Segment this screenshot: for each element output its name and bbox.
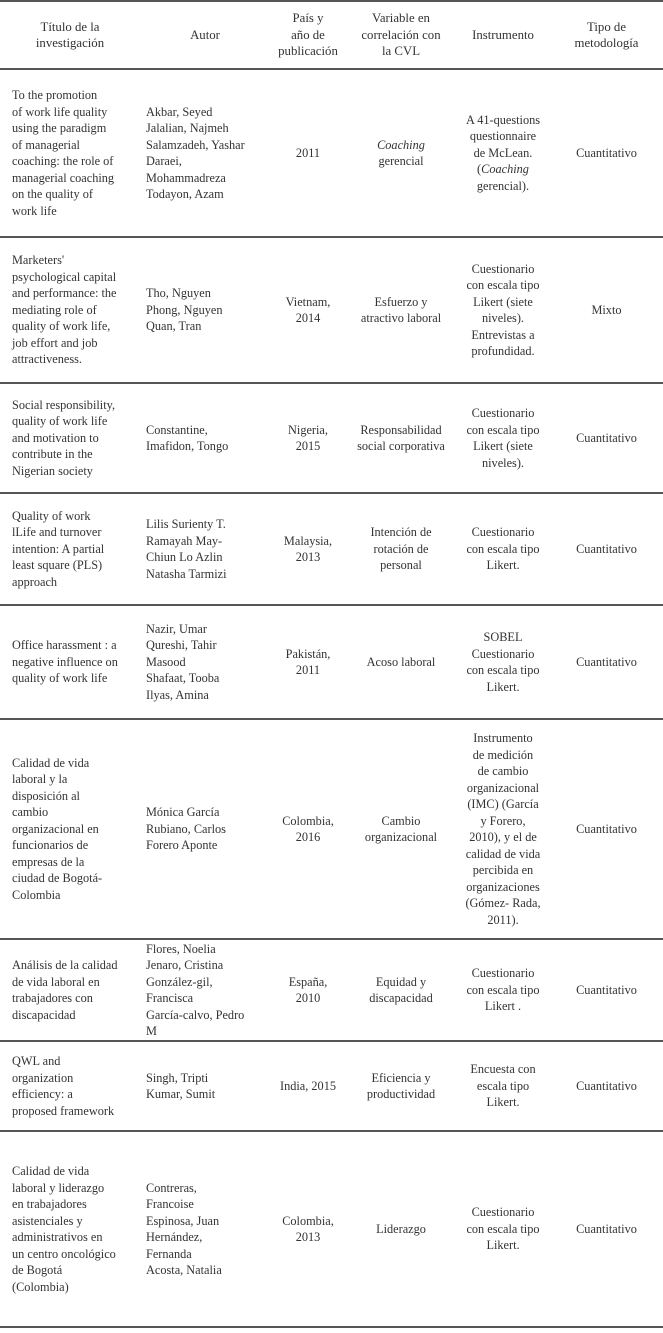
cell-title: To the promotion of work life quality us… <box>0 69 140 238</box>
header-methodology: Tipo de metodología <box>550 0 663 70</box>
cell-country-year: Colombia, 2016 <box>270 719 346 940</box>
cell-instrument: Cuestionario con escala tipo Likert . <box>456 939 550 1042</box>
cell-variable: Eficiencia y productividad <box>346 1041 456 1132</box>
cell-variable: Intención de rotación de personal <box>346 493 456 606</box>
cell-country-year: Pakistán, 2011 <box>270 605 346 720</box>
cell-country-year: Colombia, 2013 <box>270 1131 346 1328</box>
cell-author: Mónica García Rubiano, Carlos Forero Apo… <box>140 719 270 940</box>
cell-title: Análisis de la calidad de vida laboral e… <box>0 939 140 1042</box>
cell-methodology: Cuantitativo <box>550 493 663 606</box>
cell-author: Flores, Noelia Jenaro, Cristina González… <box>140 939 270 1042</box>
cell-country-year: 2011 <box>270 69 346 238</box>
cell-author: Singh, Tripti Kumar, Sumit <box>140 1041 270 1132</box>
cell-methodology: Mixto <box>550 237 663 384</box>
cell-country-year: Nigeria, 2015 <box>270 383 346 494</box>
cell-instrument: Cuestionario con escala tipo Likert (sie… <box>456 383 550 494</box>
cell-methodology: Cuantitativo <box>550 719 663 940</box>
cell-author: Lilis Surienty T. Ramayah May- Chiun Lo … <box>140 493 270 606</box>
cell-instrument: Cuestionario con escala tipo Likert (sie… <box>456 237 550 384</box>
cell-variable: Liderazgo <box>346 1131 456 1328</box>
cell-variable: Esfuerzo y atractivo laboral <box>346 237 456 384</box>
cell-title: Calidad de vida laboral y la disposición… <box>0 719 140 940</box>
table-row: Análisis de la calidad de vida laboral e… <box>0 939 663 1042</box>
cell-methodology: Cuantitativo <box>550 939 663 1042</box>
table-row: Marketers' psychological capital and per… <box>0 237 663 384</box>
instrument-italic: Coaching <box>481 162 529 177</box>
cell-instrument: SOBEL Cuestionario con escala tipo Liker… <box>456 605 550 720</box>
cell-title: Social responsibility, quality of work l… <box>0 383 140 494</box>
header-variable: Variable en correlación con la CVL <box>346 0 456 70</box>
cell-author: Constantine, Imafidon, Tongo <box>140 383 270 494</box>
cell-variable: Equidad y discapacidad <box>346 939 456 1042</box>
cell-title: Calidad de vida laboral y liderazgo en t… <box>0 1131 140 1328</box>
table-row: Social responsibility, quality of work l… <box>0 383 663 494</box>
cell-variable: Responsabilidad social corporativa <box>346 383 456 494</box>
cell-methodology: Cuantitativo <box>550 69 663 238</box>
cell-instrument: A 41-questions questionnaire de McLean. … <box>456 69 550 238</box>
cell-author: Tho, Nguyen Phong, Nguyen Quan, Tran <box>140 237 270 384</box>
cell-country-year: Malaysia, 2013 <box>270 493 346 606</box>
cell-title: Marketers' psychological capital and per… <box>0 237 140 384</box>
cell-country-year: India, 2015 <box>270 1041 346 1132</box>
cell-methodology: Cuantitativo <box>550 383 663 494</box>
cell-variable: Acoso laboral <box>346 605 456 720</box>
table-row: Office harassment : a negative influence… <box>0 605 663 720</box>
instrument-text-end: gerencial). <box>476 178 530 193</box>
cell-title: QWL and organization efficiency: a propo… <box>0 1041 140 1132</box>
variable-italic: Coaching <box>377 137 425 152</box>
table-row: To the promotion of work life quality us… <box>0 69 663 238</box>
cell-instrument: Cuestionario con escala tipo Likert. <box>456 493 550 606</box>
header-title: Título de la investigación <box>0 0 140 70</box>
table-row: QWL and organization efficiency: a propo… <box>0 1041 663 1132</box>
cell-methodology: Cuantitativo <box>550 1131 663 1328</box>
header-instrument: Instrumento <box>456 0 550 70</box>
header-country-year: País y año de publicación <box>270 0 346 70</box>
header-row: Título de la investigación Autor País y … <box>0 0 663 70</box>
cell-variable: Coaching gerencial <box>346 69 456 238</box>
instrument-text: A 41-questions questionnaire de McLean. … <box>465 112 541 177</box>
cell-instrument: Instrumento de medición de cambio organi… <box>456 719 550 940</box>
table-row: Calidad de vida laboral y liderazgo en t… <box>0 1131 663 1328</box>
cell-author: Akbar, Seyed Jalalian, Najmeh Salamzadeh… <box>140 69 270 238</box>
cell-methodology: Cuantitativo <box>550 1041 663 1132</box>
cell-title: Office harassment : a negative influence… <box>0 605 140 720</box>
cell-methodology: Cuantitativo <box>550 605 663 720</box>
cell-country-year: Vietnam, 2014 <box>270 237 346 384</box>
cell-author: Nazir, Umar Qureshi, Tahir Masood Shafaa… <box>140 605 270 720</box>
table-row: Calidad de vida laboral y la disposición… <box>0 719 663 940</box>
cell-instrument: Cuestionario con escala tipo Likert. <box>456 1131 550 1328</box>
cell-country-year: España, 2010 <box>270 939 346 1042</box>
cell-title: Quality of work lLife and turnover inten… <box>0 493 140 606</box>
cell-instrument: Encuesta con escala tipo Likert. <box>456 1041 550 1132</box>
cell-author: Contreras, Francoise Espinosa, Juan Hern… <box>140 1131 270 1328</box>
header-author: Autor <box>140 0 270 70</box>
cell-variable: Cambio organizacional <box>346 719 456 940</box>
variable-text: gerencial <box>378 154 424 168</box>
table-row: Quality of work lLife and turnover inten… <box>0 493 663 606</box>
